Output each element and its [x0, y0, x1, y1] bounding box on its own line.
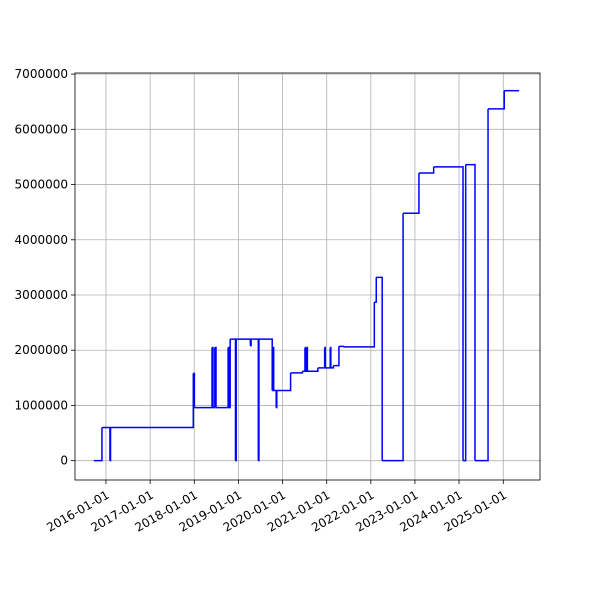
step-segment [272, 346, 275, 391]
step-segment [276, 390, 278, 409]
step-segment [194, 347, 213, 409]
step-segment [382, 213, 404, 462]
step-segment [304, 346, 307, 372]
step-segment [230, 338, 237, 461]
step-segment [228, 339, 231, 409]
y-tick-label: 2000000 [15, 343, 68, 357]
step-segment [109, 427, 112, 462]
y-tick-label: 5000000 [15, 178, 68, 192]
step-segment [214, 346, 217, 408]
step-segment [465, 163, 476, 461]
step-segment [324, 346, 327, 368]
step-segment [110, 373, 195, 429]
step-segment [343, 302, 376, 348]
step-segment [433, 166, 464, 461]
step-segment [213, 347, 216, 409]
step-segment [258, 339, 260, 462]
step-segment [228, 346, 230, 408]
y-tick-label: 0 [60, 454, 68, 468]
y-tick-label: 6000000 [15, 122, 68, 136]
step-segment [250, 339, 252, 347]
y-tick-label: 1000000 [15, 398, 68, 412]
step-segment [307, 367, 319, 372]
step-segment [333, 346, 340, 367]
step-segment [302, 347, 306, 372]
step-segment [216, 347, 229, 409]
step-segment [235, 339, 237, 462]
step-segment [338, 345, 345, 348]
step-segment [93, 427, 103, 462]
step-segment [306, 346, 309, 372]
step-segment [474, 108, 489, 462]
y-tick-label: 7000000 [15, 67, 68, 81]
step-segment [258, 338, 273, 391]
step-segment [418, 166, 435, 174]
y-tick-label: 3000000 [15, 288, 68, 302]
step-segment [212, 346, 214, 408]
step-segment [272, 347, 274, 392]
y-tick-label: 4000000 [15, 233, 68, 247]
step-segment [463, 164, 467, 462]
step-segment [251, 338, 260, 461]
step-segment [276, 372, 292, 392]
plot-frame [74, 72, 541, 481]
step-segment [193, 372, 196, 408]
step-segment [290, 371, 304, 374]
step-segment [488, 90, 505, 110]
step-segment [330, 365, 335, 369]
step-segment [376, 276, 383, 461]
step-segment [403, 172, 420, 215]
step-segment [374, 277, 378, 303]
step-segment [330, 346, 332, 368]
